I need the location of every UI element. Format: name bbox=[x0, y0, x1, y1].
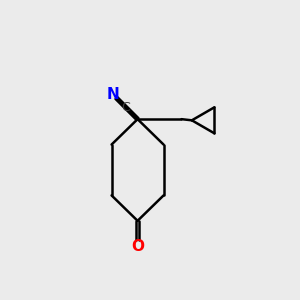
Text: N: N bbox=[107, 88, 120, 103]
Text: C: C bbox=[122, 101, 130, 114]
Text: O: O bbox=[131, 239, 144, 254]
